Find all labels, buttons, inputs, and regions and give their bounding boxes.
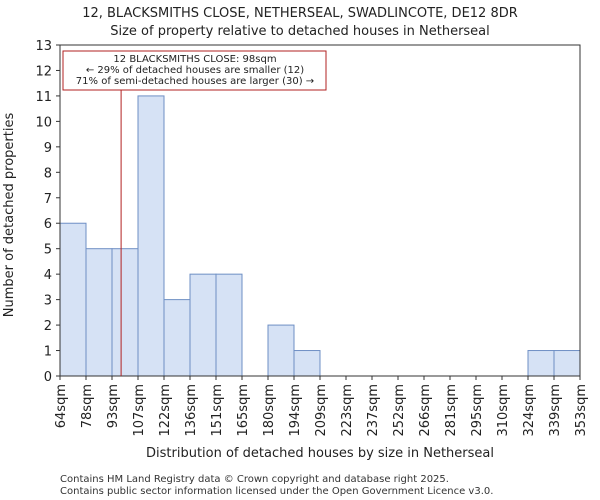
x-tick-label: 151sqm (210, 384, 225, 437)
bar-151sqm (215, 273, 243, 377)
bar-64sqm (59, 222, 87, 377)
y-tick-label: 10 (35, 115, 52, 130)
annotation-line1: 12 BLACKSMITHS CLOSE: 98sqm (113, 54, 276, 65)
x-tick-label: 339sqm (548, 384, 563, 437)
x-tick-label: 266sqm (418, 384, 433, 437)
y-tick-label: 6 (44, 217, 52, 232)
annotation-line2: ← 29% of detached houses are smaller (12… (86, 65, 304, 76)
footer-line1: Contains HM Land Registry data © Crown c… (60, 474, 449, 485)
y-tick-label: 8 (44, 166, 52, 181)
x-tick-label: 237sqm (366, 384, 381, 437)
x-tick-label: 165sqm (236, 384, 251, 437)
y-tick-label: 9 (44, 141, 52, 156)
annotation-box (62, 50, 327, 91)
x-tick-label: 122sqm (158, 384, 173, 437)
x-tick-label: 223sqm (340, 384, 355, 437)
bar-324sqm (527, 350, 555, 377)
y-tick-label: 5 (44, 243, 52, 258)
x-tick-label: 64sqm (54, 384, 69, 428)
x-axis-label: Distribution of detached houses by size … (146, 446, 494, 461)
chart-title-line2: Size of property relative to detached ho… (110, 24, 490, 39)
y-tick-label: 11 (35, 90, 52, 105)
x-tick-label: 295sqm (470, 384, 485, 437)
x-tick-label: 281sqm (444, 384, 459, 437)
y-tick-label: 1 (44, 345, 52, 360)
bar-122sqm (163, 299, 191, 377)
bar-180sqm (267, 324, 295, 377)
y-tick-label: 4 (44, 268, 52, 283)
bar-93sqm (111, 248, 139, 377)
x-tick-label: 324sqm (522, 384, 537, 437)
bars-group (59, 95, 581, 377)
bar-136sqm (189, 273, 217, 377)
x-tick-label: 107sqm (132, 384, 147, 437)
bar-78sqm (85, 248, 113, 377)
x-tick-label: 252sqm (392, 384, 407, 437)
bar-107sqm (137, 95, 165, 377)
bar-194sqm (293, 350, 321, 377)
x-tick-label: 136sqm (184, 384, 199, 437)
x-tick-label: 353sqm (574, 384, 589, 437)
x-tick-label: 310sqm (496, 384, 511, 437)
x-tick-label: 78sqm (80, 384, 95, 428)
x-tick-label: 93sqm (106, 384, 121, 428)
plot-frame (59, 44, 581, 377)
y-tick-label: 3 (44, 294, 52, 309)
y-axis-label: Number of detached properties (2, 113, 17, 318)
bar-339sqm (553, 350, 581, 377)
x-tick-label: 194sqm (288, 384, 303, 437)
annotation-line3: 71% of semi-detached houses are larger (… (76, 76, 314, 87)
y-tick-label: 7 (44, 192, 52, 207)
x-tick-label: 180sqm (262, 384, 277, 437)
x-tick-label: 209sqm (314, 384, 329, 437)
y-tick-label: 12 (35, 64, 52, 79)
chart-title-line1: 12, BLACKSMITHS CLOSE, NETHERSEAL, SWADL… (82, 6, 518, 21)
y-tick-label: 0 (44, 370, 52, 385)
footer-line2: Contains public sector information licen… (60, 486, 493, 497)
x-ticks-group: 64sqm 78sqm 93sqm 107sqm 122sqm 136sqm 151sqm 1… (54, 376, 589, 437)
y-tick-label: 2 (44, 319, 52, 334)
y-tick-label: 13 (35, 39, 52, 54)
